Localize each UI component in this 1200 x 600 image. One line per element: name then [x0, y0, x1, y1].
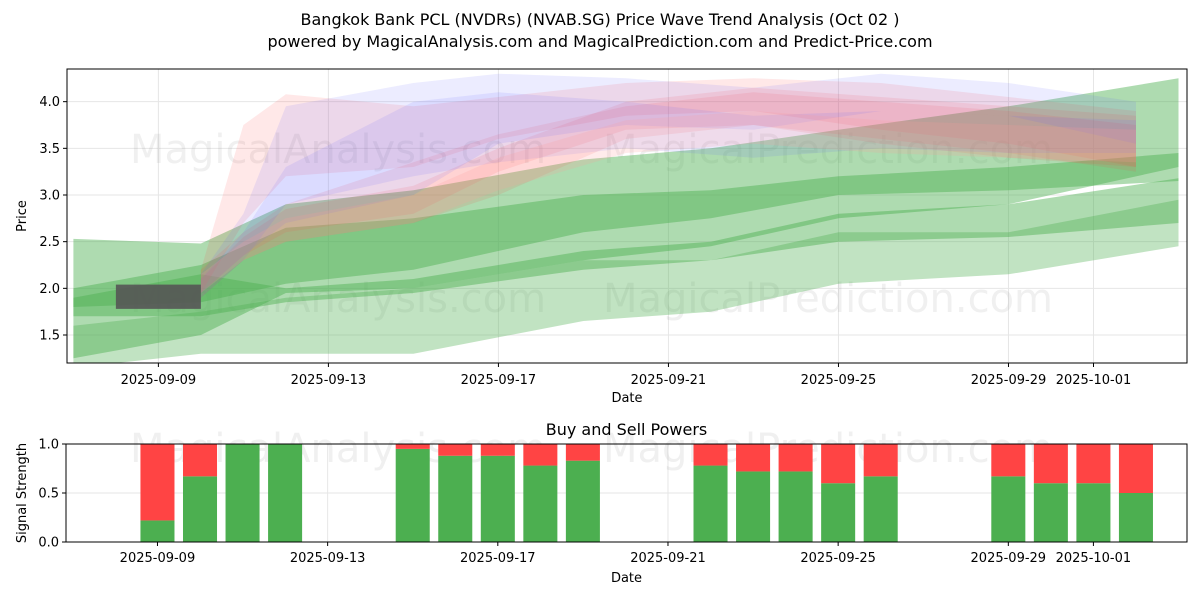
- x-tick-label: 2025-09-17: [460, 551, 536, 566]
- y-axis-label: Signal Strength: [15, 443, 30, 543]
- x-tick-label: 2025-09-17: [461, 373, 537, 388]
- actual-price-range: [115, 284, 201, 309]
- y-tick-label: 2.5: [39, 235, 60, 250]
- x-tick-label: 2025-10-01: [1056, 551, 1132, 566]
- buy-power-bar: [991, 476, 1026, 542]
- x-tick-label: 2025-10-01: [1056, 373, 1132, 388]
- buy-power-bar: [736, 471, 771, 542]
- sell-power-bar: [1033, 444, 1068, 484]
- buy-power-bar: [438, 455, 473, 542]
- main-plot-frame: [66, 68, 1188, 364]
- buy-power-bar: [140, 520, 175, 542]
- x-axis-label: Date: [611, 571, 642, 586]
- x-axis-label: Date: [611, 391, 642, 406]
- wave-band-red-6: [200, 92, 1136, 293]
- sell-power-bar: [1118, 444, 1153, 493]
- x-tick-label: 2025-09-09: [120, 551, 196, 566]
- power-chart-title: Buy and Sell Powers: [546, 420, 708, 439]
- x-tick-label: 2025-09-25: [800, 551, 876, 566]
- buy-power-bar: [268, 444, 303, 542]
- sell-power-bar: [1076, 444, 1111, 484]
- buy-power-bar: [395, 448, 430, 542]
- buy-power-bar: [182, 476, 218, 542]
- sell-power-bar: [821, 444, 856, 484]
- wave-band-blue-7: [200, 73, 1136, 293]
- sell-power-bar: [863, 444, 898, 477]
- y-tick-label: 1.0: [38, 438, 59, 453]
- y-tick-label: 3.0: [39, 189, 60, 204]
- x-tick-label: 2025-09-21: [631, 373, 707, 388]
- y-tick-label: 1.5: [39, 329, 60, 344]
- buy-power-bar: [1033, 483, 1068, 542]
- buy-power-bar: [863, 476, 898, 542]
- wave-band-green-0: [73, 78, 1179, 359]
- sell-power-bar: [693, 444, 728, 466]
- wave-band-green-2: [73, 178, 1179, 317]
- x-tick-label: 2025-09-13: [290, 551, 366, 566]
- buy-power-bar: [565, 460, 600, 542]
- buy-power-bar: [480, 455, 515, 542]
- y-tick-label: 4.0: [39, 95, 60, 110]
- sell-power-bar: [778, 444, 813, 472]
- wave-band-red-4: [200, 78, 1136, 293]
- watermark-text: MagicalPrediction.com: [603, 276, 1053, 322]
- watermark-text: MagicalPrediction.com: [603, 127, 1053, 173]
- buy-power-bar: [1076, 483, 1111, 542]
- wave-band-blue-8: [200, 92, 1136, 298]
- buy-power-bar: [821, 483, 856, 542]
- sell-power-bar: [182, 444, 218, 477]
- chart-title: Bangkok Bank PCL (NVDRs) (NVAB.SG) Price…: [300, 10, 900, 29]
- chart-subtitle: powered by MagicalAnalysis.com and Magic…: [267, 32, 933, 51]
- x-tick-label: 2025-09-13: [291, 373, 367, 388]
- sell-power-bar: [480, 444, 515, 456]
- buy-power-bar: [523, 465, 558, 542]
- x-tick-label: 2025-09-09: [121, 373, 197, 388]
- y-tick-label: 0.0: [38, 536, 59, 551]
- wave-band-green-1: [73, 153, 1179, 307]
- y-tick-label: 2.0: [39, 282, 60, 297]
- y-axis-label: Price: [15, 200, 30, 232]
- y-tick-label: 0.5: [38, 487, 59, 502]
- watermark-text: MagicalAnalysis.com: [130, 127, 546, 173]
- buy-power-bar: [1118, 493, 1153, 542]
- x-tick-label: 2025-09-29: [971, 551, 1047, 566]
- buy-power-bar: [225, 444, 260, 542]
- sell-power-bar: [438, 444, 473, 456]
- x-tick-label: 2025-09-21: [630, 551, 706, 566]
- sell-power-bar: [736, 444, 771, 472]
- x-tick-label: 2025-09-29: [971, 373, 1047, 388]
- sell-power-bar: [523, 444, 558, 466]
- buy-power-bar: [693, 465, 728, 542]
- wave-band-pink-9: [200, 111, 1136, 293]
- wave-band-green-3: [73, 199, 1179, 363]
- buy-power-bar: [778, 471, 813, 542]
- wave-band-red-5: [200, 87, 1136, 298]
- y-tick-label: 3.5: [39, 142, 60, 157]
- x-tick-label: 2025-09-25: [801, 373, 877, 388]
- sell-power-bar: [395, 444, 430, 449]
- sell-power-bar: [991, 444, 1026, 477]
- sell-power-bar: [140, 444, 175, 521]
- sell-power-bar: [565, 444, 600, 461]
